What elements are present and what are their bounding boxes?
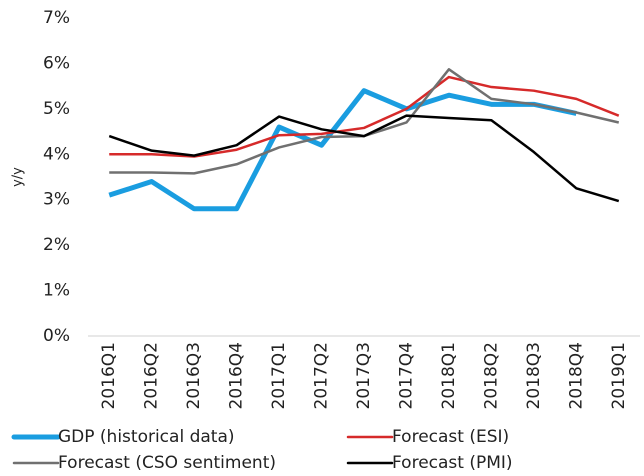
x-tick-label: 2018Q1 — [439, 342, 459, 409]
x-tick-label: 2018Q2 — [481, 342, 501, 409]
x-tick-label: 2019Q1 — [609, 342, 629, 409]
y-tick-label: 7% — [43, 8, 70, 28]
series-line — [108, 88, 577, 212]
legend-label: Forecast (ESI) — [392, 427, 509, 447]
y-tick-label: 2% — [43, 235, 70, 255]
y-tick-label: 4% — [43, 144, 70, 164]
y-tick-label: 6% — [43, 53, 70, 73]
x-tick-label: 2018Q3 — [524, 342, 544, 409]
x-tick-label: 2016Q3 — [184, 342, 204, 409]
legend-label: GDP (historical data) — [58, 427, 235, 447]
y-tick-label: 0% — [43, 326, 70, 346]
x-tick-label: 2016Q4 — [227, 342, 247, 409]
x-tick-label: 2016Q2 — [142, 342, 162, 409]
legend-label: Forecast (CSO sentiment) — [58, 453, 276, 473]
x-tick-label: 2017Q4 — [396, 342, 416, 409]
y-tick-label: 3% — [43, 190, 70, 210]
x-tick-label: 2018Q4 — [566, 342, 586, 409]
x-tick-label: 2016Q1 — [99, 342, 119, 409]
y-tick-label: 1% — [43, 281, 70, 301]
legend-label: Forecast (PMI) — [392, 453, 513, 473]
x-tick-label: 2017Q1 — [269, 342, 289, 409]
x-tick-label: 2017Q2 — [312, 342, 332, 409]
x-tick-label: 2017Q3 — [354, 342, 374, 409]
series-line — [108, 114, 620, 203]
y-axis-label: y/y — [11, 167, 26, 187]
y-tick-label: 5% — [43, 99, 70, 119]
